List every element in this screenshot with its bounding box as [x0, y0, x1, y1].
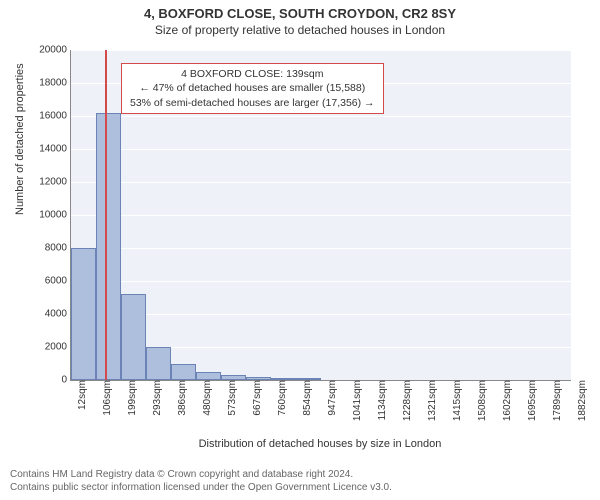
x-tick-label: 667sqm	[250, 380, 263, 416]
chart-title: 4, BOXFORD CLOSE, SOUTH CROYDON, CR2 8SY	[0, 0, 600, 21]
y-tick-label: 20000	[39, 45, 71, 56]
x-tick-label: 854sqm	[300, 380, 313, 416]
y-tick-label: 10000	[39, 210, 71, 221]
y-tick-label: 6000	[45, 276, 71, 287]
histogram-bar	[71, 248, 96, 380]
x-tick-label: 1789sqm	[550, 380, 563, 421]
gridline	[71, 314, 571, 315]
gridline	[71, 149, 571, 150]
property-marker-line	[105, 50, 107, 380]
gridline	[71, 281, 571, 282]
histogram-bar	[196, 372, 221, 380]
x-tick-label: 1695sqm	[525, 380, 538, 421]
chart-subtitle: Size of property relative to detached ho…	[0, 21, 600, 37]
histogram-bar	[96, 113, 121, 380]
y-tick-label: 18000	[39, 78, 71, 89]
x-tick-label: 1415sqm	[450, 380, 463, 421]
gridline	[71, 182, 571, 183]
histogram-bar	[171, 364, 196, 381]
histogram-bar	[121, 294, 146, 380]
x-tick-label: 386sqm	[175, 380, 188, 416]
footer-line2: Contains public sector information licen…	[10, 481, 392, 494]
y-tick-label: 8000	[45, 243, 71, 254]
x-tick-label: 1321sqm	[425, 380, 438, 421]
x-tick-label: 1882sqm	[575, 380, 588, 421]
annotation-line: 53% of semi-detached houses are larger (…	[130, 96, 375, 110]
x-tick-label: 1041sqm	[350, 380, 363, 421]
x-axis-label: Distribution of detached houses by size …	[70, 438, 570, 450]
y-tick-label: 0	[61, 375, 71, 386]
x-tick-label: 947sqm	[325, 380, 338, 416]
x-tick-label: 199sqm	[125, 380, 138, 416]
x-tick-label: 1134sqm	[375, 380, 388, 420]
gridline	[71, 248, 571, 249]
y-tick-label: 14000	[39, 144, 71, 155]
x-tick-label: 1228sqm	[400, 380, 413, 421]
x-tick-label: 760sqm	[275, 380, 288, 416]
gridline	[71, 116, 571, 117]
plot-area: 0200040006000800010000120001400016000180…	[70, 50, 571, 381]
x-tick-label: 12sqm	[75, 380, 88, 410]
footer-line1: Contains HM Land Registry data © Crown c…	[10, 468, 392, 481]
x-tick-label: 480sqm	[200, 380, 213, 416]
x-tick-label: 1602sqm	[500, 380, 513, 421]
annotation-line: ← 47% of detached houses are smaller (15…	[130, 81, 375, 95]
x-tick-label: 1508sqm	[475, 380, 488, 421]
y-tick-label: 4000	[45, 309, 71, 320]
y-tick-label: 12000	[39, 177, 71, 188]
y-tick-label: 2000	[45, 342, 71, 353]
y-tick-label: 16000	[39, 111, 71, 122]
y-axis-label: Number of detached properties	[14, 63, 26, 215]
gridline	[71, 50, 571, 51]
gridline	[71, 215, 571, 216]
chart-container: 4, BOXFORD CLOSE, SOUTH CROYDON, CR2 8SY…	[0, 0, 600, 500]
x-tick-label: 293sqm	[150, 380, 163, 416]
x-tick-label: 573sqm	[225, 380, 238, 416]
footer-text: Contains HM Land Registry data © Crown c…	[10, 468, 392, 494]
histogram-bar	[146, 347, 171, 380]
x-tick-label: 106sqm	[100, 380, 113, 416]
annotation-line: 4 BOXFORD CLOSE: 139sqm	[130, 67, 375, 81]
annotation-box: 4 BOXFORD CLOSE: 139sqm← 47% of detached…	[121, 63, 384, 114]
